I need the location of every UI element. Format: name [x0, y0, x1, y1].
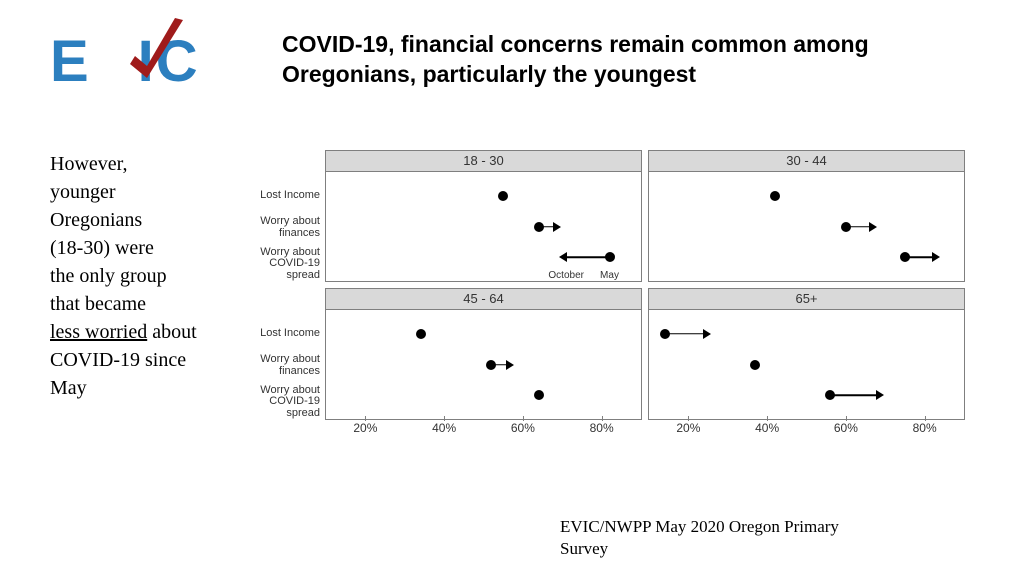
y-axis-label: Worry aboutfinances	[240, 354, 320, 377]
change-arrow-line	[830, 394, 877, 396]
data-point	[534, 222, 544, 232]
evic-logo: E IC	[50, 28, 200, 95]
logo-letter-e: E	[50, 29, 91, 94]
facet-header: 18 - 30	[325, 150, 642, 172]
data-point	[660, 329, 670, 339]
x-tick: 80%	[590, 421, 614, 435]
facet-body: 20%40%60%80%	[325, 310, 642, 420]
y-axis-label: Lost Income	[240, 190, 320, 202]
y-axis-label: Worry aboutCOVID-19 spread	[240, 385, 320, 420]
data-point	[900, 252, 910, 262]
annot-may: May	[600, 270, 619, 281]
side-underlined: less worried	[50, 321, 147, 343]
change-arrow-line	[566, 256, 609, 258]
facet-header: 45 - 64	[325, 288, 642, 310]
change-arrow-head	[869, 222, 877, 232]
side-l3: Oregonians	[50, 209, 142, 231]
facet-header: 30 - 44	[648, 150, 965, 172]
facet-panel: 65+20%40%60%80%	[648, 288, 965, 420]
slide-title: COVID-19, financial concerns remain comm…	[282, 30, 942, 90]
side-paragraph: However, younger Oregonians (18-30) were…	[50, 150, 220, 402]
change-arrow-head	[703, 329, 711, 339]
data-point	[486, 360, 496, 370]
side-l1: However,	[50, 153, 128, 175]
x-axis: 20% 40% 60% 80%	[649, 421, 964, 445]
side-l6: that became	[50, 293, 146, 315]
facet-chart: 18 - 30 Lost Income Worry aboutfinances Wor…	[240, 150, 980, 490]
data-point	[605, 252, 615, 262]
facet-body	[648, 172, 965, 282]
facet-body: 20%40%60%80%	[648, 310, 965, 420]
x-tick: 80%	[913, 421, 937, 435]
x-tick: 20%	[353, 421, 377, 435]
y-axis-label: Worry aboutfinances	[240, 216, 320, 239]
logo-letters-ic: IC	[138, 29, 200, 94]
x-tick: 20%	[676, 421, 700, 435]
x-tick: 40%	[755, 421, 779, 435]
facet-panel: 18 - 30Lost IncomeWorry aboutfinancesWor…	[325, 150, 642, 282]
change-arrow-head	[559, 252, 567, 262]
source-citation: EVIC/NWPP May 2020 Oregon Primary Survey	[560, 516, 880, 560]
y-axis-labels: Lost Income Worry aboutfinances Worry abou…	[240, 172, 320, 282]
data-point	[750, 360, 760, 370]
annot-october: October	[548, 270, 584, 281]
change-arrow-head	[553, 222, 561, 232]
x-axis: 20% 40% 60% 80%	[326, 421, 641, 445]
data-point	[841, 222, 851, 232]
side-l2: younger	[50, 181, 116, 203]
x-tick: 60%	[511, 421, 535, 435]
facet-panel: 30 - 44	[648, 150, 965, 282]
data-point	[498, 191, 508, 201]
data-point	[534, 390, 544, 400]
y-axis-label: Worry aboutCOVID-19 spread	[240, 247, 320, 282]
y-axis-labels: Lost Income Worry aboutfinances Worry abou…	[240, 310, 320, 420]
side-l5: the only group	[50, 265, 167, 287]
x-tick: 60%	[834, 421, 858, 435]
facet-panel: 45 - 64Lost IncomeWorry aboutfinancesWor…	[325, 288, 642, 420]
x-tick: 40%	[432, 421, 456, 435]
data-point	[416, 329, 426, 339]
change-arrow-head	[932, 252, 940, 262]
facet-header: 65+	[648, 288, 965, 310]
facet-body: October May	[325, 172, 642, 282]
change-arrow-line	[665, 333, 704, 335]
change-arrow-head	[506, 360, 514, 370]
y-axis-label: Lost Income	[240, 328, 320, 340]
change-arrow-head	[876, 390, 884, 400]
side-l4: (18-30) were	[50, 237, 154, 259]
data-point	[770, 191, 780, 201]
data-point	[825, 390, 835, 400]
